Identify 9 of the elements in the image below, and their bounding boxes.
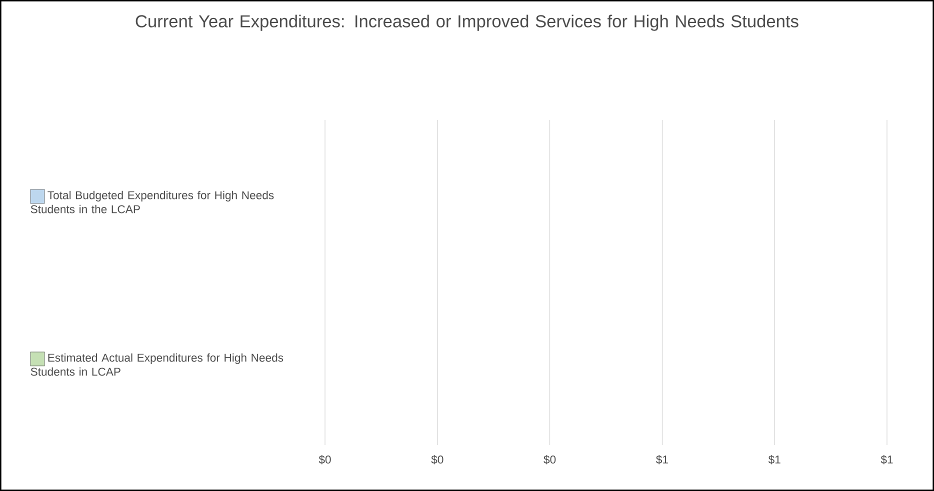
y-tick-label: Estimated Actual Expenditures for High Needs Students in LCAP [30,353,284,376]
y-tick-label: Total Budgeted Expenditures for High Needs Students in the LCAP [30,190,274,214]
x-tick-label: $1 [768,455,780,464]
x-tick-label: $0 [318,455,331,464]
chart-title: Current Year Expenditures: Increased or Improved Services for High Needs Students [136,14,798,31]
x-tick-label: $1 [656,455,668,464]
x-tick-label: $1 [880,455,893,464]
x-tick-label: $0 [431,455,444,464]
x-tick-label: $0 [544,455,556,464]
